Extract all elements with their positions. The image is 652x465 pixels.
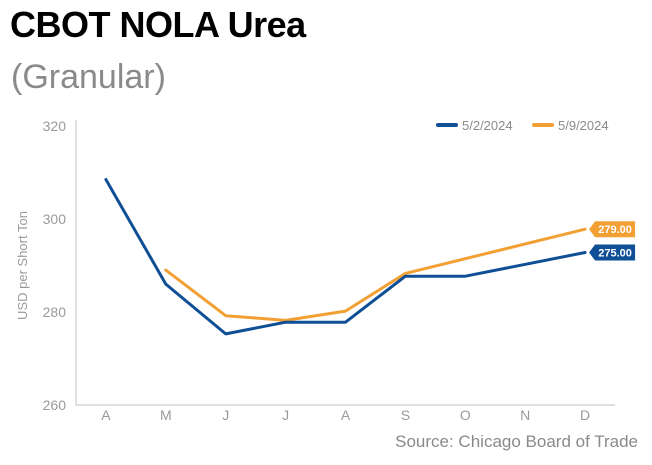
x-tick-label: N bbox=[520, 407, 530, 423]
end-value-badge bbox=[589, 244, 636, 261]
series-line-5-2-2024 bbox=[104, 178, 587, 336]
y-tick-label: 280 bbox=[43, 304, 67, 320]
x-tick-label: A bbox=[101, 407, 111, 423]
y-tick-label: 300 bbox=[43, 211, 67, 227]
chart-subtitle: (Granular) bbox=[11, 58, 166, 96]
end-value-label: 275.00 bbox=[598, 247, 632, 259]
x-tick-label: O bbox=[460, 407, 471, 423]
x-tick-label: J bbox=[282, 407, 289, 423]
end-value-badge bbox=[589, 221, 636, 238]
x-tick-label: J bbox=[222, 407, 229, 423]
x-tick-label: A bbox=[341, 407, 351, 423]
legend-label: 5/9/2024 bbox=[558, 118, 609, 133]
series-line-5-9-2024 bbox=[164, 227, 587, 322]
x-tick-label: D bbox=[580, 407, 590, 423]
x-tick-label: M bbox=[160, 407, 172, 423]
chart-title: CBOT NOLA Urea bbox=[10, 4, 306, 45]
y-tick-label: 260 bbox=[43, 397, 67, 413]
y-tick-label: 320 bbox=[43, 118, 67, 134]
end-value-label: 279.00 bbox=[598, 224, 632, 236]
source-note: Source: Chicago Board of Trade bbox=[395, 432, 638, 451]
y-axis-label: USD per Short Ton bbox=[15, 211, 30, 320]
x-tick-label: S bbox=[401, 407, 410, 423]
legend-label: 5/2/2024 bbox=[462, 118, 513, 133]
